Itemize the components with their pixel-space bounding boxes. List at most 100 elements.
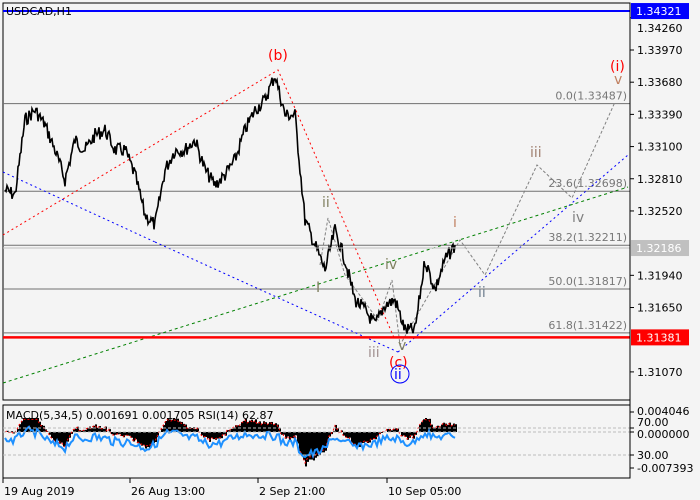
wave-label-ii-circle: ii (394, 367, 402, 383)
macd-bar (329, 432, 331, 437)
macd-bar (155, 432, 157, 443)
macd-bar (39, 421, 41, 432)
macd-bar (115, 432, 117, 435)
macd-bar (145, 432, 147, 449)
macd-bar (55, 432, 57, 443)
macd-bar (337, 428, 339, 432)
macd-bar (77, 426, 79, 432)
price-tick-label: 1.33680 (637, 76, 683, 89)
macd-bar (187, 427, 189, 432)
macd-bar (365, 432, 367, 442)
macd-bar (391, 430, 393, 432)
macd-bar (51, 432, 53, 439)
price-tick-label: 1.33970 (637, 44, 683, 57)
macd-bar (397, 428, 399, 432)
wave-label-iii: iii (368, 345, 380, 361)
price-axis[interactable]: 1.34260 1.33970 1.33680 1.33390 1.33100 1.328… (629, 3, 683, 478)
macd-bar (411, 432, 413, 436)
macd-bar (167, 418, 169, 432)
macd-bar (327, 432, 329, 445)
fib-level-label: 38.2(1.32211) (548, 231, 627, 244)
date-axis[interactable]: 19 Aug 2019 26 Aug 13:00 2 Sep 21:00 10 Sep… (2, 478, 461, 498)
macd-bar (169, 419, 171, 432)
macd-bar (395, 428, 397, 432)
macd-bar (171, 419, 173, 432)
macd-bar (361, 432, 363, 444)
macd-bar (49, 432, 51, 435)
macd-bar (301, 432, 303, 456)
macd-bar (29, 418, 31, 432)
macd-bar (179, 421, 181, 432)
macd-bar (373, 432, 375, 440)
fib-level-label: 61.8(1.31422) (548, 319, 627, 332)
macd-bar (323, 432, 325, 453)
macd-bar (293, 432, 295, 439)
current-price-tag (631, 240, 689, 257)
macd-bar (425, 418, 427, 432)
macd-bar (217, 432, 219, 439)
macd-bar (219, 432, 221, 439)
macd-bar (71, 432, 73, 434)
macd-bar (27, 418, 29, 432)
wave-label-iv: iv (385, 257, 397, 273)
macd-bar (67, 432, 69, 442)
red-wave-line (2, 69, 396, 341)
macd-bar (255, 419, 257, 432)
date-tick-label: 2 Sep 21:00 (259, 485, 325, 498)
macd-bar (117, 432, 119, 435)
macd-bar (151, 432, 153, 445)
fib-level-label: 50.0(1.31817) (548, 275, 627, 288)
indicator-tick-label: 0.004046 (637, 405, 690, 418)
macd-bar (25, 418, 27, 432)
macd-bar (315, 432, 317, 458)
macd-bar (213, 432, 215, 440)
macd-bar (41, 424, 43, 432)
main-plot-frame (2, 2, 631, 401)
macd-bar (245, 418, 247, 432)
macd-bar (353, 432, 355, 446)
macd-bar (143, 432, 145, 445)
macd-bar (299, 432, 301, 452)
macd-bar (111, 432, 113, 435)
macd-bar (91, 428, 93, 432)
date-tick-label: 26 Aug 13:00 (131, 485, 205, 498)
macd-bar (215, 432, 217, 440)
macd-bar (177, 418, 179, 432)
macd-bar (295, 432, 297, 436)
macd-bar (157, 432, 159, 438)
indicator-tick-label: 30.00 (637, 449, 669, 462)
macd-bar (65, 432, 67, 449)
macd-bar (269, 422, 271, 432)
indicator-tick-label: -0.007393 (637, 462, 693, 475)
macd-bar (161, 428, 163, 432)
macd-bar (81, 430, 83, 432)
macd-bar (345, 432, 347, 438)
macd-bar (133, 432, 135, 442)
wave-label-iv-proj: iv (572, 210, 584, 226)
indicator-tick-label: 0.000000 (637, 428, 690, 441)
blue-channel-line (397, 154, 629, 353)
support-price-tag (631, 329, 689, 346)
macd-bar (121, 432, 123, 437)
macd-bar (333, 430, 335, 432)
macd-bar (127, 432, 129, 436)
macd-bar (17, 429, 19, 432)
macd-bar (205, 432, 207, 437)
macd-bar (285, 432, 287, 439)
macd-bar (21, 421, 23, 432)
macd-bar (343, 432, 345, 436)
macd-bar (73, 429, 75, 432)
macd-bar (421, 422, 423, 432)
macd-bar (129, 432, 131, 436)
macd-bar (237, 425, 239, 432)
macd-bar (149, 432, 151, 448)
macd-bar (85, 429, 87, 432)
macd-bar (451, 425, 453, 432)
wave-label-v: v (398, 338, 406, 354)
macd-bar (105, 426, 107, 432)
macd-bar (135, 432, 137, 440)
macd-bar (309, 432, 311, 460)
macd-bar (319, 432, 321, 455)
wave-label-b: (b) (268, 48, 288, 64)
